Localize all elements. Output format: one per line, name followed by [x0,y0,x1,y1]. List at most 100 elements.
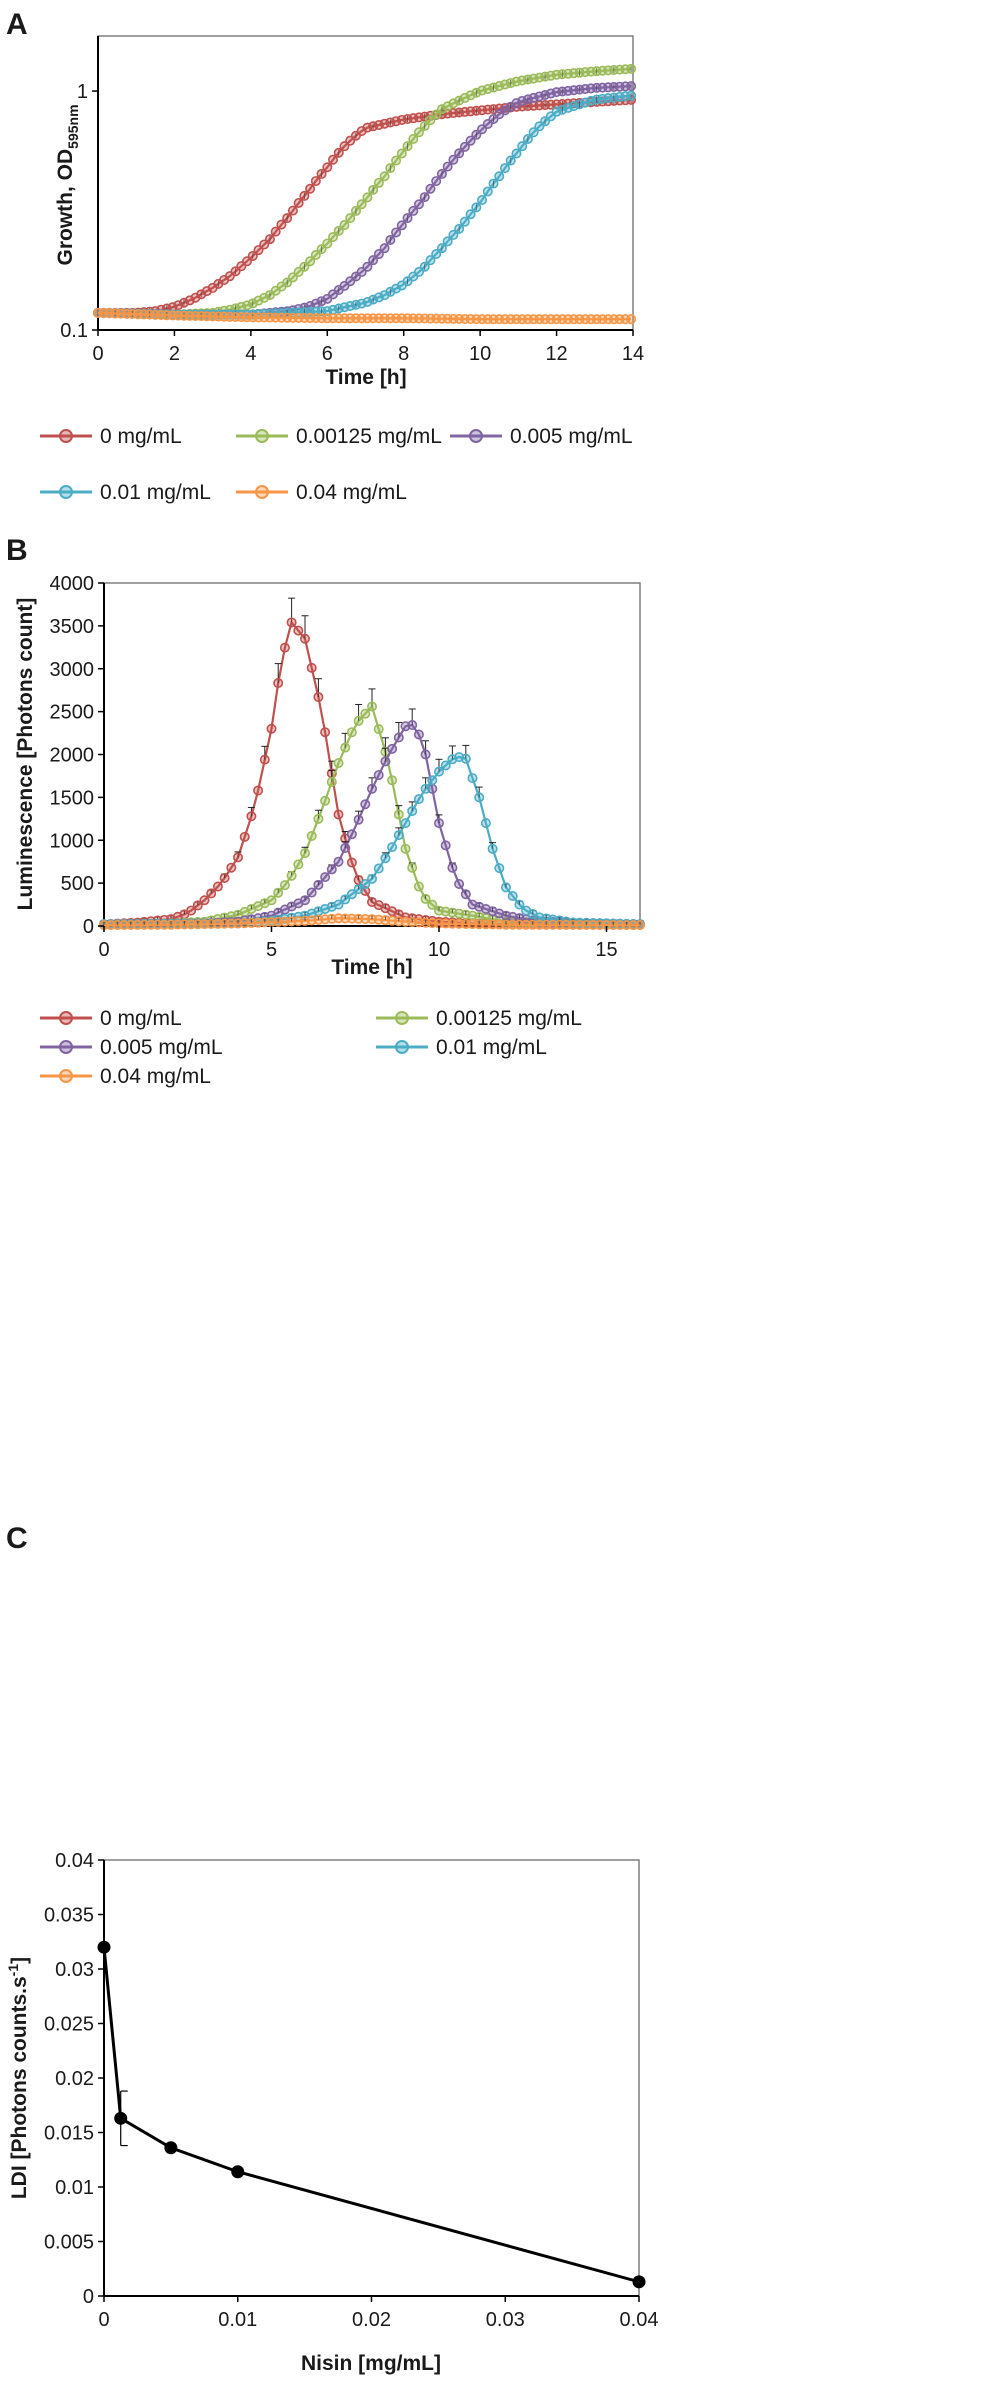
data-point [413,881,424,892]
x-tick-label: 4 [245,343,256,365]
data-point [333,899,344,910]
x-tick-label: 0.02 [352,2309,391,2331]
data-point [488,178,499,189]
data-point [505,155,516,166]
data-point [360,878,371,889]
data-point [373,770,384,781]
panel-c: C 0 0.01 0.02 0.03 0.04 00.0050.010.0150.020… [5,1522,658,2375]
data-point [266,895,277,906]
data-point [567,919,578,930]
panel-a-x-ticks: 0 2 4 6 8 10 12 14 [92,330,644,365]
series-c-0 [97,1940,646,2289]
data-point [353,715,364,726]
data-point [373,724,384,735]
data-point [97,1940,111,1954]
data-point [172,919,183,930]
data-point [366,701,377,712]
data-point [554,919,565,930]
data-point [316,244,327,255]
data-point [152,919,163,930]
series-a-4 [93,307,637,325]
data-point [340,842,351,853]
data-point [396,148,407,159]
data-point [440,760,451,771]
data-point [299,190,310,201]
data-point [480,818,491,829]
y-tick-label: 0.02 [55,2068,94,2090]
data-point [339,220,350,231]
data-point [273,678,284,689]
legend-marker [59,429,73,443]
series-line [97,311,632,321]
data-point [626,81,637,92]
data-point [226,918,237,929]
data-point [482,186,493,197]
panel-c-series-layer [97,1940,646,2289]
data-point [561,919,572,930]
data-point [326,776,337,787]
panel-label-a: A [6,8,28,41]
y-tick-label: 3000 [50,659,95,681]
y-tick-label: 0.03 [55,1959,94,1981]
y-tick-label: 0.015 [44,2123,94,2145]
panel-label-b: B [6,534,28,567]
x-tick-label: 12 [545,343,567,365]
data-point [425,115,436,126]
panel-a-legend: 0 mg/mL 0.00125 mg/mL 0.005 mg/mL 0.01 mg/m… [40,425,633,504]
series-line [103,723,641,926]
series-b-2 [99,708,645,930]
data-point [511,148,522,159]
legend-item: 0.005 mg/mL [40,1036,223,1059]
panel-a-x-axis-title: Time [h] [325,366,406,389]
data-point [353,884,364,895]
data-point [402,213,413,224]
data-point [333,758,344,769]
data-point [350,205,361,216]
data-point [313,813,324,824]
data-point [514,899,525,910]
data-point [139,919,150,930]
series-line [102,1947,640,2284]
data-point [413,199,424,210]
panel-c-y-axis-title-main: LDI [Photons counts.s [8,1976,31,2199]
data-point [499,163,510,174]
series-line [98,98,632,314]
legend-marker [59,1011,73,1025]
data-point [247,251,258,262]
data-point [159,919,170,930]
data-point [500,882,511,893]
data-point [219,918,230,929]
data-point [373,863,384,874]
series-line [103,704,641,926]
data-point [119,920,130,931]
data-point [328,154,339,165]
data-point [306,830,317,841]
data-point [465,209,476,220]
data-point [419,261,430,272]
data-point [373,177,384,188]
data-point [368,184,379,195]
series-b-1 [99,688,645,930]
data-point [420,749,431,760]
data-point [293,198,304,209]
x-tick-label: 0.01 [218,2309,257,2331]
data-point [487,843,498,854]
panel-c-y-ticks: 0 0.005 0.01 0.015 0.02 0.025 0.03 0.035 0.04 [44,1850,104,2308]
data-point [474,919,485,930]
data-point [233,852,244,863]
y-tick-label: 2000 [50,745,95,767]
data-point [340,894,351,905]
data-point [413,729,424,740]
data-point [471,129,482,140]
panel-b-x-ticks: 0 5 10 15 [98,926,618,961]
legend-item: 0.01 mg/mL [40,481,211,504]
legend-marker [255,485,269,499]
y-tick-label: 0.1 [60,320,88,342]
y-tick-label: 0 [83,916,94,938]
y-tick-label: 0.04 [55,1850,94,1872]
data-point [125,919,136,930]
data-point [528,127,539,138]
data-point [305,183,316,194]
data-point [320,795,331,806]
data-point [333,147,344,158]
